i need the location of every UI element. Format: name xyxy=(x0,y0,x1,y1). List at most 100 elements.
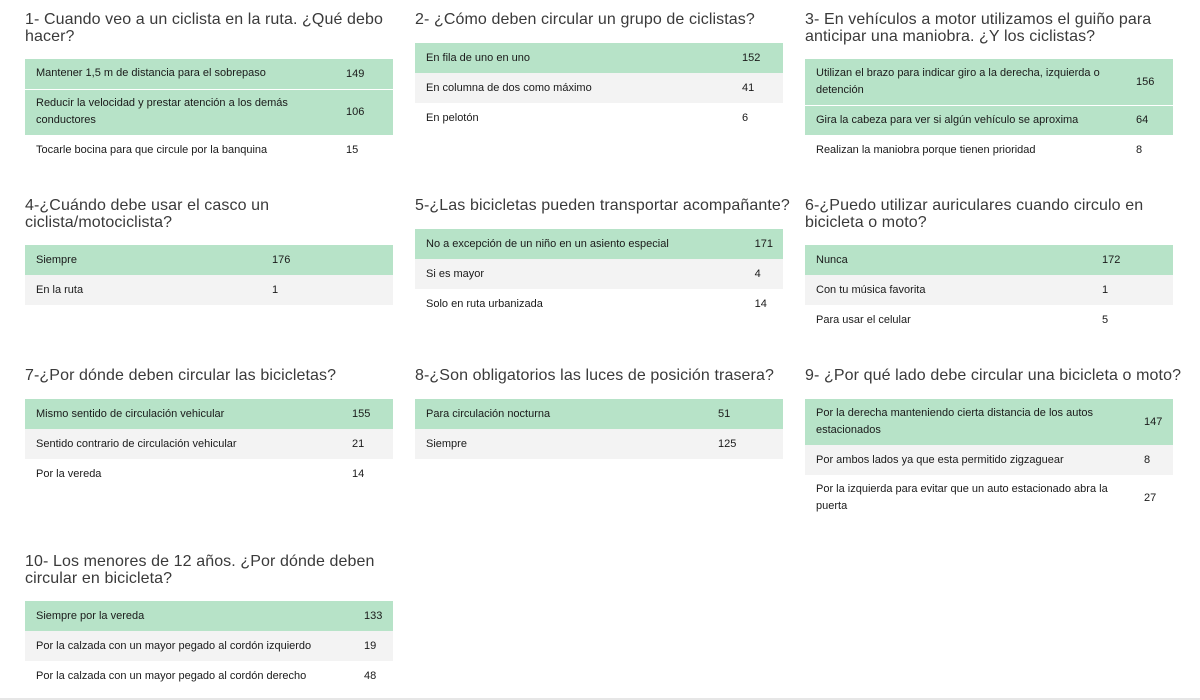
table-row: En pelotón 6 xyxy=(415,103,783,133)
table-row: Por ambos lados ya que esta permitido zi… xyxy=(805,445,1173,475)
answer-label: Solo en ruta urbanizada xyxy=(426,297,543,310)
table-row: Siempre por la vereda 133 xyxy=(25,601,393,631)
answer-count: 156 xyxy=(1136,75,1155,88)
bottom-divider xyxy=(0,698,1200,700)
question-title: 3- En vehículos a motor utilizamos el gu… xyxy=(805,11,1152,45)
answer-count: 51 xyxy=(718,408,731,420)
answer-count: 152 xyxy=(742,52,761,64)
answer-label: Por la vereda xyxy=(36,467,102,480)
question-card-6: 6-¿Puedo utilizar auriculares cuando cir… xyxy=(805,197,1173,335)
question-card-1: 1- Cuando veo a un ciclista en la ruta. … xyxy=(25,11,393,165)
question-card-4: 4-¿Cuándo debe usar el casco un ciclista… xyxy=(25,197,393,305)
answer-count: 149 xyxy=(346,67,365,80)
table-row: Con tu música favorita 1 xyxy=(805,275,1173,305)
answer-label: Siempre xyxy=(36,253,77,266)
answer-count: 5 xyxy=(1102,314,1109,326)
answer-label: No a excepción de un niño en un asiento … xyxy=(426,237,669,250)
question-title: 9- ¿Por qué lado debe circular una bicic… xyxy=(805,367,1182,384)
table-row: Reducir la velocidad y prestar atención … xyxy=(25,88,393,135)
answers-table: Mismo sentido de circulación vehicular 1… xyxy=(25,399,393,489)
answers-table: Utilizan el brazo para indicar giro a la… xyxy=(805,59,1173,165)
answer-label: Por la calzada con un mayor pegado al co… xyxy=(36,669,307,682)
table-row: No a excepción de un niño en un asiento … xyxy=(415,229,783,259)
answer-label: Sentido contrario de circulación vehicul… xyxy=(36,437,237,450)
table-row: Nunca 172 xyxy=(805,245,1173,275)
table-row: Por la izquierda para evitar que un auto… xyxy=(805,475,1173,521)
answer-label: En columna de dos como máximo xyxy=(426,81,592,94)
answers-table: Por la derecha manteniendo cierta distan… xyxy=(805,399,1173,521)
answer-count: 21 xyxy=(352,438,365,450)
answers-table: Siempre 176 En la ruta 1 xyxy=(25,245,393,305)
table-row: Mismo sentido de circulación vehicular 1… xyxy=(25,399,393,429)
answers-table: No a excepción de un niño en un asiento … xyxy=(415,229,783,319)
table-row: Por la calzada con un mayor pegado al co… xyxy=(25,661,393,691)
answer-label: Por la izquierda para evitar que un auto… xyxy=(816,483,1108,512)
question-title: 6-¿Puedo utilizar auriculares cuando cir… xyxy=(805,197,1144,231)
answer-count: 19 xyxy=(364,640,377,652)
table-row: Sentido contrario de circulación vehicul… xyxy=(25,429,393,459)
table-row: Para circulación nocturna 51 xyxy=(415,399,783,429)
answer-count: 8 xyxy=(1144,454,1151,466)
answer-label: Gira la cabeza para ver si algún vehícul… xyxy=(805,104,1126,135)
table-row: Para usar el celular 5 xyxy=(805,305,1173,335)
answer-count: 15 xyxy=(346,144,359,156)
table-row: Solo en ruta urbanizada 14 xyxy=(415,289,783,319)
answer-label: Si es mayor xyxy=(426,267,485,280)
question-title: 7-¿Por dónde deben circular las biciclet… xyxy=(25,367,337,384)
answer-count: 176 xyxy=(272,254,291,266)
question-title: 10- Los menores de 12 años. ¿Por dónde d… xyxy=(25,553,375,587)
table-row: Utilizan el brazo para indicar giro a la… xyxy=(805,59,1173,105)
answer-count: 14 xyxy=(352,468,365,480)
answer-count: 1 xyxy=(1102,284,1109,296)
answers-table: En fila de uno en uno 152 En columna de … xyxy=(415,43,783,133)
answer-label: Mantener 1,5 m de distancia para el sobr… xyxy=(36,67,266,80)
answer-label: Realizan la maniobra porque tienen prior… xyxy=(816,143,1036,156)
question-card-9: 9- ¿Por qué lado debe circular una bicic… xyxy=(805,367,1181,521)
answer-label: Por ambos lados ya que esta permitido zi… xyxy=(816,453,1064,466)
table-row: En la ruta 1 xyxy=(25,275,393,305)
question-card-5: 5-¿Las bicicletas pueden transportar aco… xyxy=(415,197,790,319)
table-row: Gira la cabeza para ver si algún vehícul… xyxy=(805,104,1173,135)
answers-table: Siempre por la vereda 133 Por la calzada… xyxy=(25,601,393,691)
table-row: Por la vereda 14 xyxy=(25,459,393,489)
answer-count: 14 xyxy=(754,298,767,310)
question-title: 2- ¿Cómo deben circular un grupo de cicl… xyxy=(415,11,755,28)
answer-count: 8 xyxy=(1136,144,1143,156)
answer-label: Con tu música favorita xyxy=(816,283,926,296)
answer-count: 4 xyxy=(754,268,761,280)
answer-label: Mismo sentido de circulación vehicular xyxy=(36,407,225,420)
table-row: En fila de uno en uno 152 xyxy=(415,43,783,73)
answers-table: Para circulación nocturna 51 Siempre 125 xyxy=(415,399,783,459)
answer-count: 155 xyxy=(352,408,371,420)
answer-count: 133 xyxy=(364,610,383,622)
question-title: 5-¿Las bicicletas pueden transportar aco… xyxy=(415,197,790,214)
question-title: 4-¿Cuándo debe usar el casco un ciclista… xyxy=(25,197,270,231)
answer-count: 41 xyxy=(742,82,755,94)
question-card-3: 3- En vehículos a motor utilizamos el gu… xyxy=(805,11,1173,165)
answer-label: Tocarle bocina para que circule por la b… xyxy=(36,143,268,156)
table-row: Si es mayor 4 xyxy=(415,259,783,289)
table-row: Siempre 176 xyxy=(25,245,393,275)
answer-label: Por la calzada con un mayor pegado al co… xyxy=(36,639,312,652)
answer-count: 6 xyxy=(742,112,749,124)
answer-count: 171 xyxy=(754,238,773,250)
answer-label: Nunca xyxy=(816,253,848,266)
table-row: Realizan la maniobra porque tienen prior… xyxy=(805,135,1173,165)
answer-count: 1 xyxy=(272,284,279,296)
table-row: Tocarle bocina para que circule por la b… xyxy=(25,135,393,165)
table-row: En columna de dos como máximo 41 xyxy=(415,73,783,103)
answer-count: 48 xyxy=(364,670,377,682)
answer-label: Para circulación nocturna xyxy=(426,407,551,420)
answer-count: 106 xyxy=(336,88,393,135)
table-row: Por la calzada con un mayor pegado al co… xyxy=(25,631,393,661)
table-row: Siempre 125 xyxy=(415,429,783,459)
answer-count: 147 xyxy=(1144,416,1163,428)
answer-label: Siempre xyxy=(426,437,467,450)
question-card-8: 8-¿Son obligatorios las luces de posició… xyxy=(415,367,783,459)
answer-count: 64 xyxy=(1126,104,1173,135)
answer-label: Para usar el celular xyxy=(816,313,911,326)
question-title: 8-¿Son obligatorios las luces de posició… xyxy=(415,367,774,384)
answer-label: En la ruta xyxy=(36,283,84,296)
answer-label: Reducir la velocidad y prestar atención … xyxy=(25,88,336,135)
answers-table: Mantener 1,5 m de distancia para el sobr… xyxy=(25,59,393,165)
